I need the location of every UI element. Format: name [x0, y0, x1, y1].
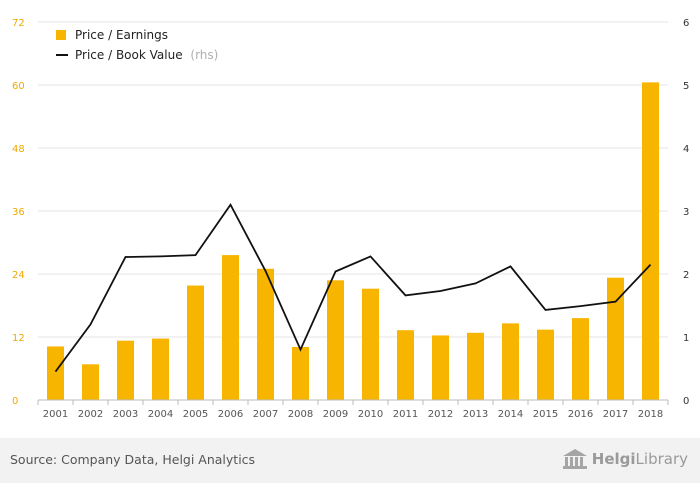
bar-2010 — [362, 288, 379, 400]
y-right-tick-label: 1 — [683, 333, 689, 344]
y-right-tick-label: 2 — [683, 270, 689, 281]
y-left-tick-label: 0 — [12, 396, 18, 407]
bar-2002 — [82, 364, 99, 400]
x-tick-label: 2004 — [148, 409, 173, 420]
x-tick-label: 2007 — [253, 409, 278, 420]
x-tick-label: 2002 — [78, 409, 103, 420]
bar-series-price-earnings — [47, 82, 659, 400]
legend-label-price-book: Price / Book Value (rhs) — [75, 48, 218, 62]
x-tick-label: 2014 — [498, 409, 523, 420]
x-tick-label: 2017 — [603, 409, 628, 420]
bar-2001 — [47, 346, 64, 400]
bar-2003 — [117, 340, 134, 400]
x-tick-label: 2006 — [218, 409, 243, 420]
x-tick-label: 2010 — [358, 409, 383, 420]
y-left-tick-label: 36 — [12, 207, 25, 218]
helgi-library-logo: HelgiLibrary — [562, 448, 688, 470]
y-left-tick-label: 48 — [12, 144, 25, 155]
legend-swatch-price-earnings — [56, 30, 66, 40]
x-tick-label: 2012 — [428, 409, 453, 420]
bar-2005 — [187, 285, 204, 400]
grid — [38, 21, 668, 338]
price-book-line — [54, 202, 652, 373]
y-left-tick-label: 12 — [12, 333, 25, 344]
x-tick-label: 2013 — [463, 409, 488, 420]
x-tick-label: 2005 — [183, 409, 208, 420]
bar-2004 — [152, 338, 169, 400]
x-tick-label: 2015 — [533, 409, 558, 420]
y-right-tick-label: 0 — [683, 396, 689, 407]
bar-2018 — [642, 82, 659, 400]
bar-2015 — [537, 329, 554, 400]
legend: Price / Earnings Price / Book Value (rhs… — [56, 28, 218, 62]
y-left-tick-label: 72 — [12, 18, 25, 29]
x-tick-label: 2009 — [323, 409, 348, 420]
bar-2014 — [502, 323, 519, 400]
bar-2006 — [222, 255, 239, 400]
y-left-tick-label: 60 — [12, 81, 25, 92]
y-right-tick-label: 4 — [683, 144, 689, 155]
legend-label-price-book-name: Price / Book Value — [75, 48, 183, 62]
bar-2012 — [432, 335, 449, 400]
x-tick-label: 2003 — [113, 409, 138, 420]
legend-label-price-book-suffix: (rhs) — [190, 48, 218, 62]
logo-text: HelgiLibrary — [591, 450, 688, 468]
x-tick-label: 2016 — [568, 409, 593, 420]
library-building-icon — [562, 449, 587, 469]
bar-2007 — [257, 268, 274, 400]
footer: Source: Company Data, Helgi Analytics He… — [0, 438, 700, 483]
x-tick-label: 2018 — [638, 409, 663, 420]
bar-2011 — [397, 330, 414, 400]
x-tick-label: 2008 — [288, 409, 313, 420]
x-tick-label: 2001 — [43, 409, 68, 420]
bar-2009 — [327, 280, 344, 400]
bar-2013 — [467, 332, 484, 400]
bar-2017 — [607, 277, 624, 400]
legend-label-price-earnings: Price / Earnings — [75, 28, 168, 42]
bar-2016 — [572, 318, 589, 400]
y-right-tick-label: 6 — [683, 18, 689, 29]
y-right-tick-label: 5 — [683, 81, 689, 92]
source-text: Source: Company Data, Helgi Analytics — [10, 452, 256, 467]
bar-2008 — [292, 346, 309, 400]
x-tick-label: 2011 — [393, 409, 418, 420]
y-right-tick-label: 3 — [683, 207, 689, 218]
y-left-tick-label: 24 — [12, 270, 25, 281]
line-series-price-book — [54, 202, 652, 373]
